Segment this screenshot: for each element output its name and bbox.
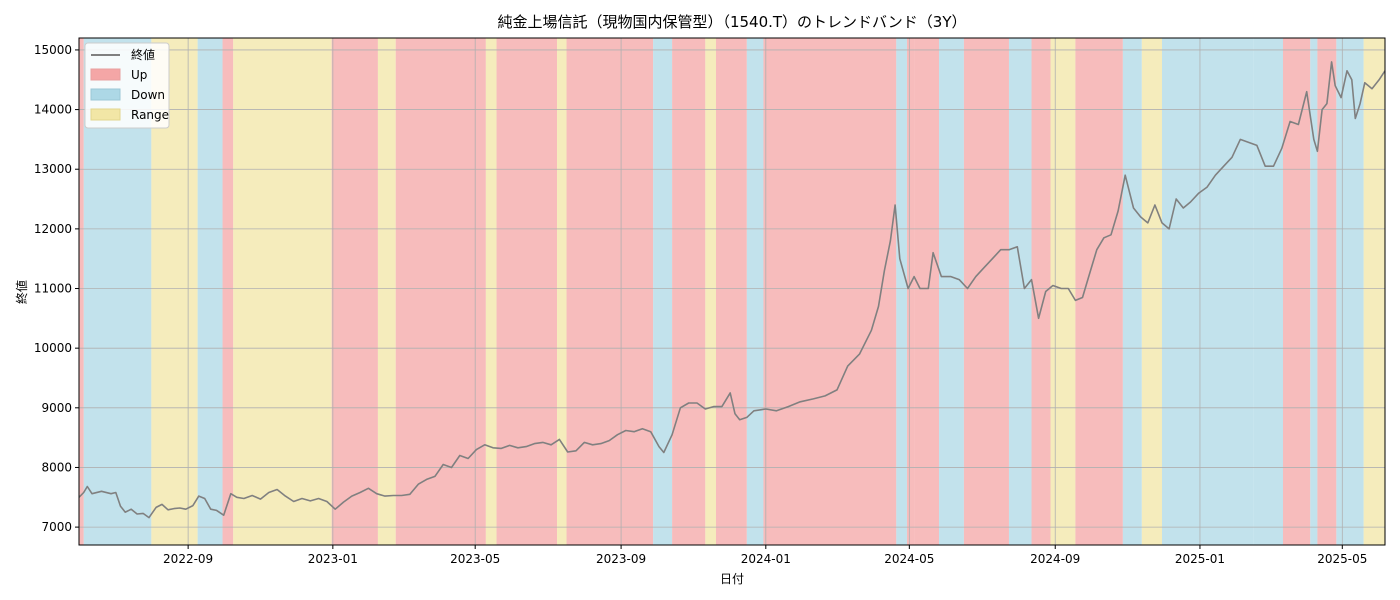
legend-box [84, 42, 170, 129]
legend-swatch-up [90, 68, 121, 81]
band-up [963, 38, 1009, 545]
band-up [672, 38, 706, 545]
band-range [485, 38, 497, 545]
x-tick-label: 2023-09 [596, 552, 646, 566]
y-tick-label: 7000 [41, 520, 72, 534]
band-down [746, 38, 764, 545]
band-down [1122, 38, 1142, 545]
legend-swatch-down [90, 88, 121, 101]
chart-title: 純金上場信託（現物国内保管型）（1540.T）のトレンドバンド（3Y） [497, 13, 966, 31]
y-tick-label: 9000 [41, 401, 72, 415]
band-range [1141, 38, 1162, 545]
band-up [763, 38, 897, 545]
y-axis-label: 終値 [14, 280, 29, 304]
band-range [705, 38, 716, 545]
band-down [653, 38, 673, 545]
x-tick-label: 2022-09 [163, 552, 213, 566]
legend-label-range: Range [131, 108, 169, 122]
x-tick-label: 2024-05 [884, 552, 934, 566]
band-range [1363, 38, 1385, 545]
price-line-layer [78, 61, 1386, 519]
band-up [914, 38, 939, 545]
band-up [715, 38, 747, 545]
x-tick-label: 2024-01 [741, 552, 791, 566]
legend-label-up: Up [131, 68, 147, 82]
y-tick-label: 12000 [34, 222, 72, 236]
x-tick-label: 2025-01 [1175, 552, 1225, 566]
y-tick-label: 10000 [34, 341, 72, 355]
band-down [1310, 38, 1318, 545]
x-axis-label: 日付 [720, 572, 744, 586]
x-axis-ticks: 2022-09 2023-01 2023-05 2023-09 2024-01 2024-… [163, 545, 1367, 566]
y-tick-label: 11000 [34, 282, 72, 296]
y-axis-ticks: 7000 8000 9000 10000 11000 12000 13000 14000 150… [34, 43, 79, 534]
x-tick-label: 2024-09 [1030, 552, 1080, 566]
y-tick-label: 15000 [34, 43, 72, 57]
grid-lines [79, 38, 1385, 545]
series-line-close [78, 61, 1386, 519]
band-up [331, 38, 378, 545]
plot-frame [78, 37, 1386, 546]
band-down [1253, 38, 1283, 545]
band-up [395, 38, 486, 545]
band-up [1075, 38, 1123, 545]
band-down [1161, 38, 1254, 545]
band-up [566, 38, 654, 545]
legend-label-down: Down [131, 88, 165, 102]
band-range [557, 38, 567, 545]
band-down [938, 38, 964, 545]
band-range [1050, 38, 1076, 545]
legend-label-close: 終値 [131, 47, 155, 62]
y-tick-label: 14000 [34, 103, 72, 117]
band-down [197, 38, 223, 545]
legend: 終値 Up Down Range [84, 42, 170, 129]
band-up [1317, 38, 1337, 545]
y-tick-label: 13000 [34, 162, 72, 176]
band-up [906, 38, 915, 545]
band-down [1008, 38, 1032, 545]
band-down [1336, 38, 1364, 545]
band-up [1031, 38, 1051, 545]
band-up [496, 38, 558, 545]
band-up [1282, 38, 1311, 545]
band-up [79, 38, 84, 545]
band-range [377, 38, 396, 545]
x-tick-label: 2025-05 [1317, 552, 1367, 566]
legend-swatch-range [90, 108, 121, 121]
band-down [896, 38, 907, 545]
x-tick-label: 2023-01 [308, 552, 358, 566]
trend-bands [79, 38, 1385, 545]
y-tick-label: 8000 [41, 460, 72, 474]
band-range [233, 38, 332, 545]
band-up [222, 38, 234, 545]
x-tick-label: 2023-05 [450, 552, 500, 566]
